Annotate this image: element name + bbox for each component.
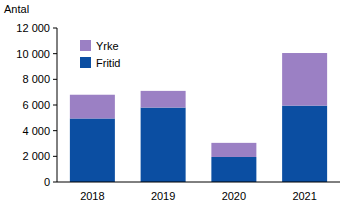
y-tick-label: 10 000 [16, 48, 50, 60]
bar [141, 91, 186, 108]
x-tick-label: 2020 [222, 190, 246, 202]
bar [211, 143, 256, 157]
y-tick [53, 182, 57, 183]
legend: Yrke Fritid [80, 40, 120, 69]
x-tick-label: 2021 [292, 190, 316, 202]
bar [282, 106, 327, 182]
legend-swatch [80, 57, 91, 68]
y-tick-label: 8 000 [22, 73, 50, 85]
chart-svg: Antal 0 2 000 4 000 6 000 8 000 10 000 12 000 20… [0, 0, 361, 214]
bar [70, 118, 115, 182]
y-tick [53, 53, 57, 54]
bar [282, 53, 327, 106]
bars [70, 53, 327, 182]
y-tick [53, 79, 57, 80]
y-tick [53, 130, 57, 131]
legend-label: Yrke [96, 40, 119, 52]
y-tick-label: 2 000 [22, 150, 50, 162]
bar [141, 108, 186, 182]
y-tick-label: 4 000 [22, 125, 50, 137]
x-tick-label: 2018 [80, 190, 104, 202]
y-tick [53, 156, 57, 157]
y-tick-label: 12 000 [16, 22, 50, 34]
x-tick-label: 2019 [151, 190, 175, 202]
bar [211, 157, 256, 182]
chart: Antal 0 2 000 4 000 6 000 8 000 10 000 12 000 20… [0, 0, 361, 214]
y-axis-label: Antal [4, 3, 29, 15]
y-tick [53, 28, 57, 29]
y-tick [53, 105, 57, 106]
y-tick-label: 6 000 [22, 99, 50, 111]
x-axis-line [57, 182, 340, 183]
bar [70, 95, 115, 119]
legend-label: Fritid [96, 57, 120, 69]
y-tick-label: 0 [44, 176, 50, 188]
legend-swatch [80, 40, 91, 51]
